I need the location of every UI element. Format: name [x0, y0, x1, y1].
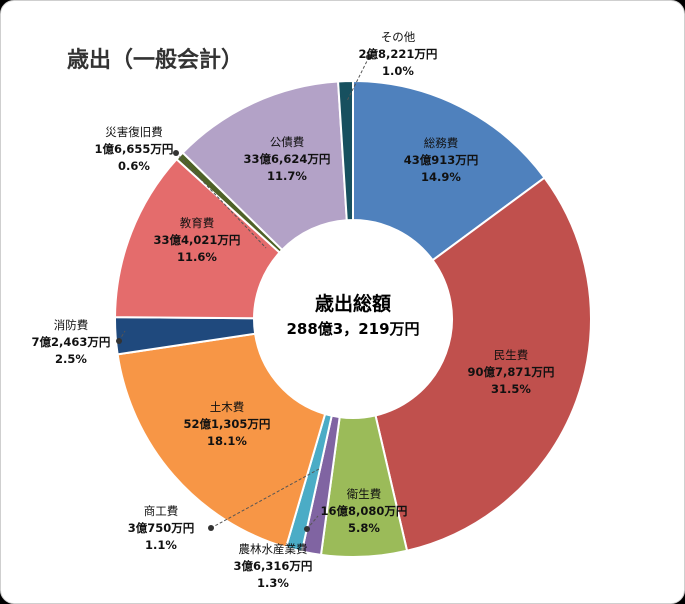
slice-percent: 11.7%	[267, 169, 307, 183]
slice-label: 災害復旧費	[105, 125, 163, 139]
slice-1	[352, 79, 546, 262]
slice-label: 農林水産業費	[239, 542, 308, 556]
slice-amount: 33億4,021万円	[154, 233, 241, 247]
slice-label: 教育費	[180, 216, 215, 230]
leader-dot	[366, 54, 372, 60]
slice-amount: 1億6,655万円	[95, 142, 174, 156]
slice-label: 消防費	[54, 318, 89, 332]
slice-amount: 3億6,316万円	[234, 559, 313, 573]
slice-percent: 5.8%	[348, 521, 380, 535]
slice-label: 衛生費	[347, 487, 382, 501]
slice-amount: 52億1,305万円	[184, 417, 271, 431]
slice-label: 公債費	[270, 135, 305, 149]
slice-label: その他	[381, 30, 416, 44]
slice-percent: 1.1%	[145, 538, 177, 552]
slice-percent: 31.5%	[491, 382, 531, 396]
center-title: 歳出総額	[315, 292, 391, 315]
leader-dot	[208, 525, 214, 531]
slice-label: 民生費	[494, 348, 529, 362]
slice-amount: 90億7,871万円	[468, 365, 555, 379]
leader-line	[346, 56, 370, 102]
slice-amount: 3億750万円	[128, 521, 195, 535]
leader-dot	[173, 150, 179, 156]
slice-amount: 2億8,221万円	[359, 47, 438, 61]
slice-label: 総務費	[424, 136, 459, 150]
chart-title: 歳出（一般会計）	[67, 47, 243, 73]
slice-percent: 1.3%	[257, 576, 289, 590]
center-value: 288億3，219万円	[286, 320, 419, 338]
slice-percent: 18.1%	[207, 434, 247, 448]
leader-dot	[116, 338, 122, 344]
slice-percent: 0.6%	[118, 159, 150, 173]
leader-line	[210, 468, 320, 529]
donut-hole	[254, 220, 452, 418]
slice-percent: 14.9%	[421, 170, 461, 184]
leader-dot	[304, 526, 310, 532]
slice-percent: 2.5%	[55, 352, 87, 366]
slice-amount: 43億913万円	[404, 153, 479, 167]
slice-amount: 33億6,624万円	[244, 152, 331, 166]
slice-label: 土木費	[210, 400, 245, 414]
slice-percent: 11.6%	[177, 250, 217, 264]
leader-line	[175, 152, 267, 249]
slice-percent: 1.0%	[382, 64, 414, 78]
slice-amount: 16億8,080万円	[321, 504, 408, 518]
slice-label: 商工費	[144, 504, 179, 518]
slice-amount: 7億2,463万円	[32, 335, 111, 349]
